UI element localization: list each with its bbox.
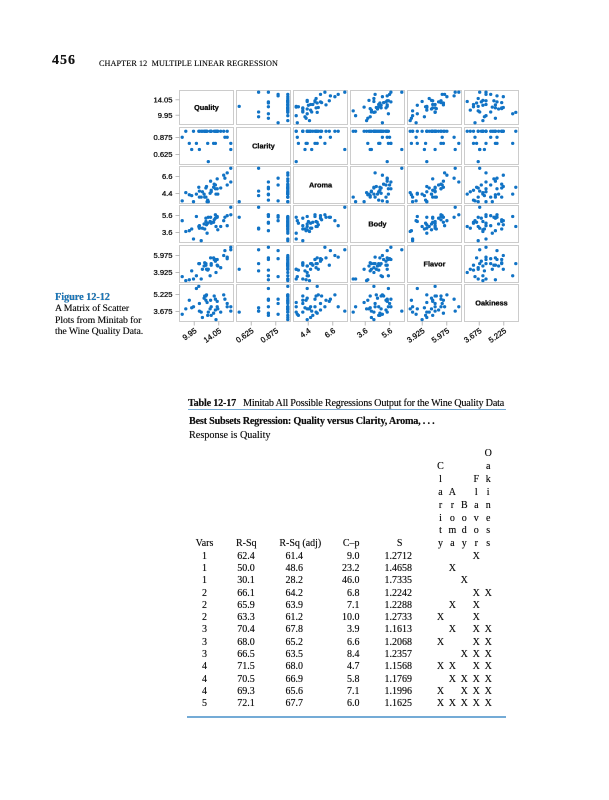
- svg-text:Flavor: Flavor: [424, 260, 446, 269]
- svg-text:6.6: 6.6: [162, 172, 173, 181]
- svg-text:0.625: 0.625: [153, 150, 172, 159]
- svg-text:5.6: 5.6: [380, 326, 394, 340]
- svg-text:4.4: 4.4: [162, 189, 173, 198]
- svg-text:Aroma: Aroma: [309, 181, 333, 190]
- svg-text:5.6: 5.6: [162, 211, 173, 220]
- svg-text:5.975: 5.975: [430, 326, 452, 345]
- svg-text:5.225: 5.225: [487, 326, 509, 345]
- svg-text:3.925: 3.925: [405, 326, 427, 345]
- svg-text:14.05: 14.05: [202, 326, 224, 345]
- svg-text:6.6: 6.6: [323, 326, 337, 340]
- svg-text:3.675: 3.675: [462, 326, 484, 345]
- svg-text:3.6: 3.6: [162, 228, 173, 237]
- svg-text:0.625: 0.625: [234, 326, 256, 345]
- svg-text:14.05: 14.05: [153, 95, 172, 104]
- svg-text:Oakiness: Oakiness: [475, 299, 507, 308]
- svg-text:3.675: 3.675: [153, 307, 172, 316]
- svg-text:9.95: 9.95: [158, 111, 173, 120]
- svg-text:0.875: 0.875: [153, 133, 172, 142]
- svg-text:Clarity: Clarity: [252, 142, 276, 151]
- svg-text:3.925: 3.925: [153, 268, 172, 277]
- svg-text:0.875: 0.875: [259, 326, 281, 345]
- svg-text:3.6: 3.6: [355, 326, 369, 340]
- svg-text:5.225: 5.225: [153, 290, 172, 299]
- svg-text:Body: Body: [368, 220, 387, 229]
- svg-text:5.975: 5.975: [153, 251, 172, 260]
- svg-text:4.4: 4.4: [298, 326, 313, 340]
- svg-text:Quality: Quality: [194, 103, 220, 112]
